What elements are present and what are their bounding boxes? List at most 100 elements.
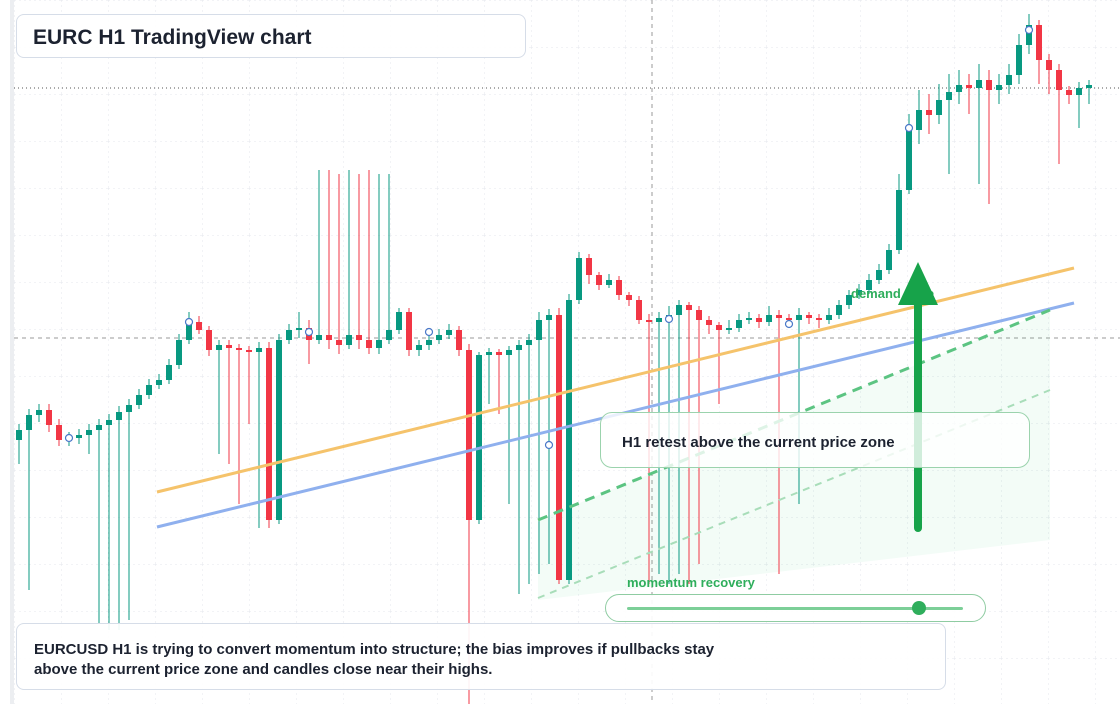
body xyxy=(816,318,822,320)
body xyxy=(676,305,682,315)
body xyxy=(636,300,642,320)
body xyxy=(166,365,172,380)
body xyxy=(106,420,112,425)
body xyxy=(896,190,902,250)
body xyxy=(1086,85,1092,88)
body xyxy=(126,405,132,412)
body xyxy=(566,300,572,580)
body xyxy=(966,85,972,88)
body xyxy=(436,335,442,340)
body xyxy=(686,305,692,310)
body xyxy=(466,350,472,520)
body xyxy=(1006,75,1012,85)
note-line: EURCUSD H1 is trying to convert momentum… xyxy=(34,641,715,658)
body xyxy=(656,318,662,322)
callout: H1 retest above the current price zone xyxy=(622,434,895,451)
body xyxy=(476,355,482,520)
body xyxy=(1076,88,1082,95)
callout-box: H1 retest above the current price zone xyxy=(600,412,1030,468)
body xyxy=(256,348,262,352)
body xyxy=(596,275,602,285)
body xyxy=(696,310,702,320)
body xyxy=(1016,45,1022,75)
body xyxy=(706,320,712,325)
body xyxy=(156,380,162,385)
body xyxy=(996,85,1002,90)
body xyxy=(286,330,292,340)
body xyxy=(906,130,912,190)
note-line: above the current price zone and candles… xyxy=(34,661,493,678)
body xyxy=(976,80,982,88)
slider-label: momentum recovery xyxy=(627,575,755,590)
body xyxy=(766,315,772,322)
body xyxy=(1036,25,1042,60)
slider xyxy=(605,594,986,622)
body xyxy=(726,328,732,330)
body xyxy=(36,410,42,415)
body xyxy=(886,250,892,270)
body xyxy=(406,312,412,350)
body xyxy=(616,280,622,295)
body xyxy=(386,330,392,340)
body xyxy=(376,340,382,348)
body xyxy=(186,322,192,340)
slider-knob xyxy=(912,601,926,615)
body xyxy=(1066,90,1072,95)
body xyxy=(586,258,592,275)
body xyxy=(496,352,502,355)
body xyxy=(756,318,762,322)
body xyxy=(806,315,812,318)
body xyxy=(276,340,282,520)
note: EURCUSD H1 is trying to convert momentum… xyxy=(34,640,714,680)
body xyxy=(426,340,432,345)
body xyxy=(196,322,202,330)
body xyxy=(606,280,612,285)
body xyxy=(266,348,272,520)
body xyxy=(946,92,952,100)
body xyxy=(916,110,922,130)
body xyxy=(146,385,152,395)
body xyxy=(246,350,252,352)
body xyxy=(46,410,52,425)
body xyxy=(396,312,402,330)
title-box: EURC H1 TradingView chart xyxy=(16,14,526,58)
body xyxy=(826,315,832,320)
body xyxy=(76,435,82,438)
body xyxy=(796,315,802,320)
body xyxy=(336,340,342,345)
body xyxy=(416,345,422,350)
body xyxy=(786,318,792,320)
body xyxy=(446,330,452,335)
body xyxy=(956,85,962,92)
body xyxy=(556,315,562,580)
body xyxy=(226,345,232,348)
slider-track xyxy=(627,607,963,610)
body xyxy=(736,320,742,328)
body xyxy=(876,270,882,280)
body xyxy=(316,335,322,340)
body xyxy=(296,328,302,330)
body xyxy=(96,425,102,430)
body xyxy=(26,415,32,430)
note-box: EURCUSD H1 is trying to convert momentum… xyxy=(16,623,946,690)
body xyxy=(536,320,542,340)
body xyxy=(56,425,62,440)
body xyxy=(776,315,782,318)
arrow-head xyxy=(898,262,938,305)
body xyxy=(16,430,22,440)
markers xyxy=(64,25,1034,450)
body xyxy=(86,430,92,435)
body xyxy=(936,100,942,115)
body xyxy=(1046,60,1052,70)
body xyxy=(506,350,512,355)
body xyxy=(516,345,522,350)
body xyxy=(866,280,872,290)
body xyxy=(846,295,852,305)
left-edge xyxy=(10,0,14,704)
body xyxy=(356,335,362,340)
body xyxy=(236,348,242,350)
body xyxy=(136,395,142,405)
body xyxy=(926,110,932,115)
body xyxy=(546,315,552,320)
